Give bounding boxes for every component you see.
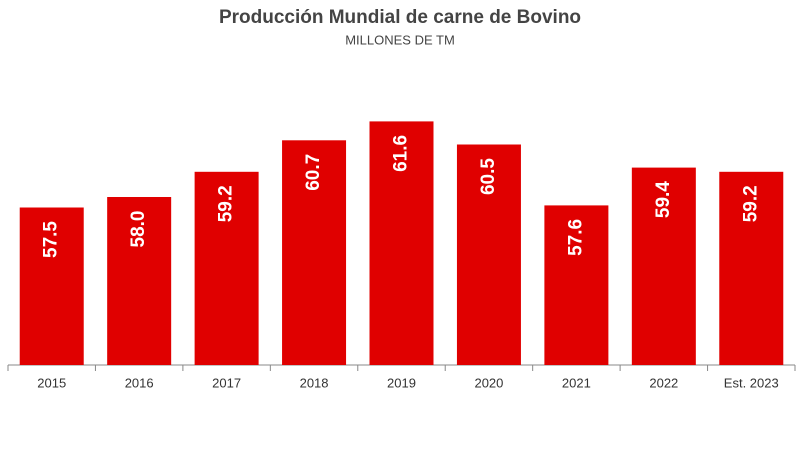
chart-subtitle: MILLONES DE TM [345, 32, 455, 47]
bar [107, 197, 172, 365]
x-tick-label: 2018 [300, 375, 329, 390]
value-label: 59.2 [740, 185, 761, 222]
value-label: 61.6 [391, 135, 412, 172]
bar [719, 171, 784, 365]
bar [456, 144, 521, 365]
x-tick-label: 2021 [562, 375, 591, 390]
x-tick-label: 2015 [37, 375, 66, 390]
value-label: 60.7 [303, 154, 324, 191]
x-tick-label: 2019 [387, 375, 416, 390]
x-tick-label: 2022 [649, 375, 678, 390]
value-label: 57.6 [565, 219, 586, 256]
value-label: 58.0 [128, 211, 149, 248]
bar [631, 167, 696, 365]
x-tick-label: 2020 [474, 375, 503, 390]
chart-title: Producción Mundial de carne de Bovino [219, 7, 581, 28]
value-label: 60.5 [478, 158, 499, 195]
x-tick-label: Est. 2023 [724, 375, 779, 390]
bar [369, 121, 434, 366]
x-tick-label: 2017 [212, 375, 241, 390]
value-label: 59.4 [653, 181, 674, 218]
bar [19, 207, 84, 365]
bar [282, 140, 347, 365]
value-label: 57.5 [41, 221, 62, 258]
x-tick-label: 2016 [125, 375, 154, 390]
bar [544, 205, 609, 365]
value-label: 59.2 [216, 185, 237, 222]
bar [194, 171, 259, 365]
